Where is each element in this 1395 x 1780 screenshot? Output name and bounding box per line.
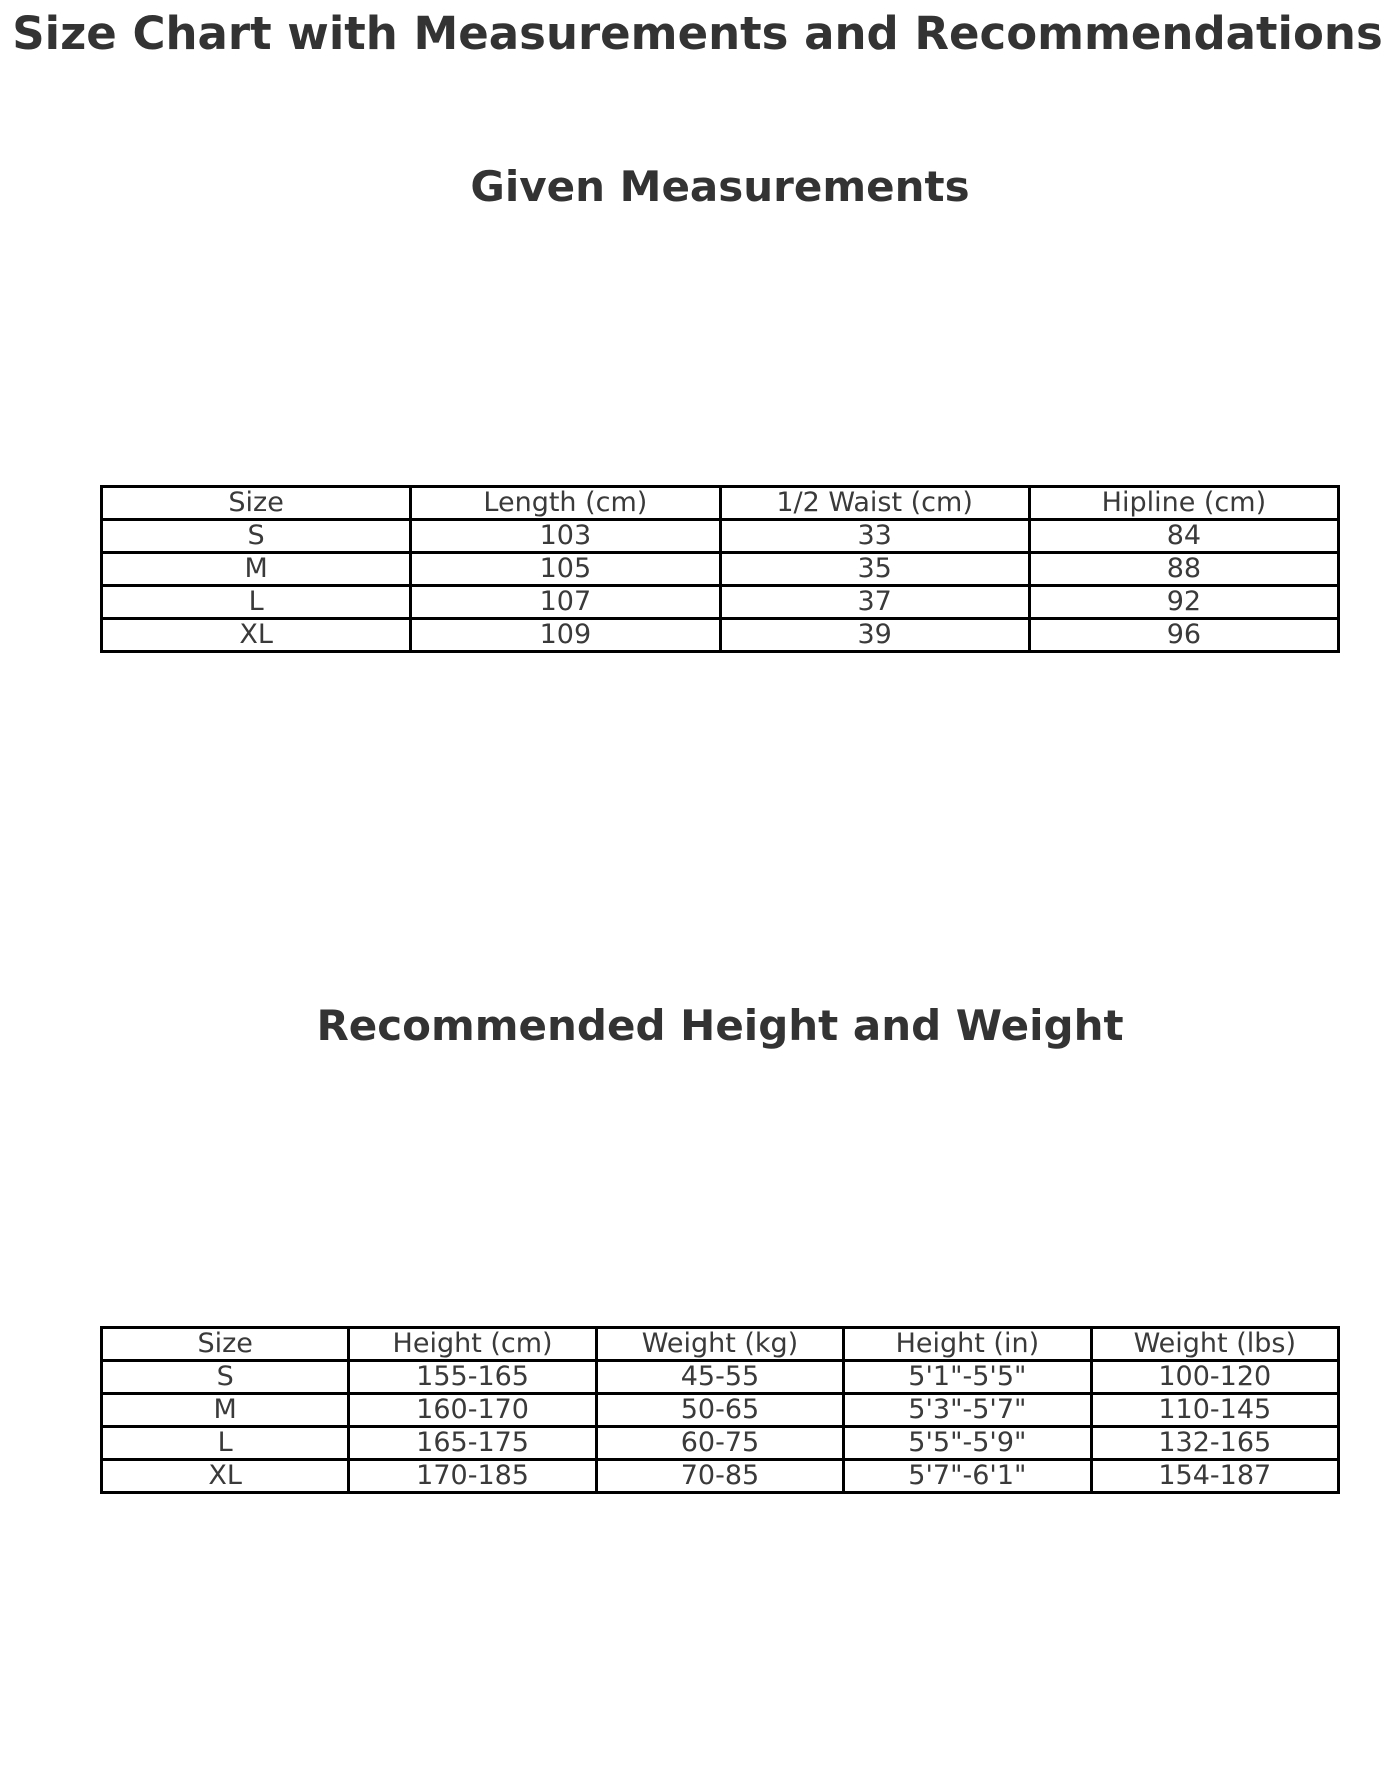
given-measurements-table: Size Length (cm) 1/2 Waist (cm) Hipline …	[99, 485, 1341, 653]
table-row: XL 170-185 70-85 5'7"-6'1" 154-187	[99, 1458, 1341, 1494]
table-cell: 160-170	[347, 1392, 598, 1428]
column-header: Height (cm)	[347, 1326, 598, 1362]
given-measurements-title: Given Measurements	[470, 162, 970, 211]
table-cell: 88	[1027, 551, 1341, 587]
table-row: L 107 37 92	[99, 584, 1341, 620]
column-header: Size	[99, 1326, 351, 1362]
table-cell: 5'7"-6'1"	[842, 1458, 1093, 1494]
table-row: S 155-165 45-55 5'1"-5'5" 100-120	[99, 1359, 1341, 1395]
table-cell: 92	[1027, 584, 1341, 620]
table-cell: 155-165	[347, 1359, 598, 1395]
column-header: Length (cm)	[409, 485, 722, 521]
table-cell: XL	[99, 617, 413, 653]
page-title: Size Chart with Measurements and Recomme…	[12, 7, 1383, 60]
column-header: Hipline (cm)	[1027, 485, 1341, 521]
table-cell: S	[99, 1359, 351, 1395]
column-header: Height (in)	[842, 1326, 1093, 1362]
table-row: M 105 35 88	[99, 551, 1341, 587]
table-row: XL 109 39 96	[99, 617, 1341, 653]
table-cell: 96	[1027, 617, 1341, 653]
column-header: Size	[99, 485, 413, 521]
table-cell: L	[99, 1425, 351, 1461]
table-cell: 70-85	[594, 1458, 846, 1494]
table-cell: 170-185	[347, 1458, 598, 1494]
table-cell: 35	[718, 551, 1031, 587]
header-row: Size Height (cm) Weight (kg) Height (in)…	[99, 1326, 1341, 1362]
table-cell: 45-55	[594, 1359, 846, 1395]
table-cell: 50-65	[594, 1392, 846, 1428]
table-row: S 103 33 84	[99, 518, 1341, 554]
table-cell: 5'3"-5'7"	[842, 1392, 1093, 1428]
table-cell: 132-165	[1089, 1425, 1341, 1461]
column-header: 1/2 Waist (cm)	[718, 485, 1031, 521]
table-cell: 110-145	[1089, 1392, 1341, 1428]
table-cell: XL	[99, 1458, 351, 1494]
table-cell: 60-75	[594, 1425, 846, 1461]
table-cell: 5'1"-5'5"	[842, 1359, 1093, 1395]
table-cell: 103	[409, 518, 722, 554]
recommended-height-weight-table: Size Height (cm) Weight (kg) Height (in)…	[99, 1326, 1341, 1494]
table-cell: 100-120	[1089, 1359, 1341, 1395]
header-row: Size Length (cm) 1/2 Waist (cm) Hipline …	[99, 485, 1341, 521]
column-header: Weight (kg)	[594, 1326, 846, 1362]
table-row: M 160-170 50-65 5'3"-5'7" 110-145	[99, 1392, 1341, 1428]
table-cell: 154-187	[1089, 1458, 1341, 1494]
table-cell: 5'5"-5'9"	[842, 1425, 1093, 1461]
table-cell: L	[99, 584, 413, 620]
table-cell: 105	[409, 551, 722, 587]
table-cell: 165-175	[347, 1425, 598, 1461]
recommended-height-weight-title: Recommended Height and Weight	[316, 1001, 1124, 1050]
table-cell: M	[99, 1392, 351, 1428]
table-cell: 37	[718, 584, 1031, 620]
table-cell: 109	[409, 617, 722, 653]
table-cell: S	[99, 518, 413, 554]
table-cell: 33	[718, 518, 1031, 554]
table-cell: 39	[718, 617, 1031, 653]
table-cell: M	[99, 551, 413, 587]
table-cell: 84	[1027, 518, 1341, 554]
table-cell: 107	[409, 584, 722, 620]
table-row: L 165-175 60-75 5'5"-5'9" 132-165	[99, 1425, 1341, 1461]
column-header: Weight (lbs)	[1089, 1326, 1341, 1362]
